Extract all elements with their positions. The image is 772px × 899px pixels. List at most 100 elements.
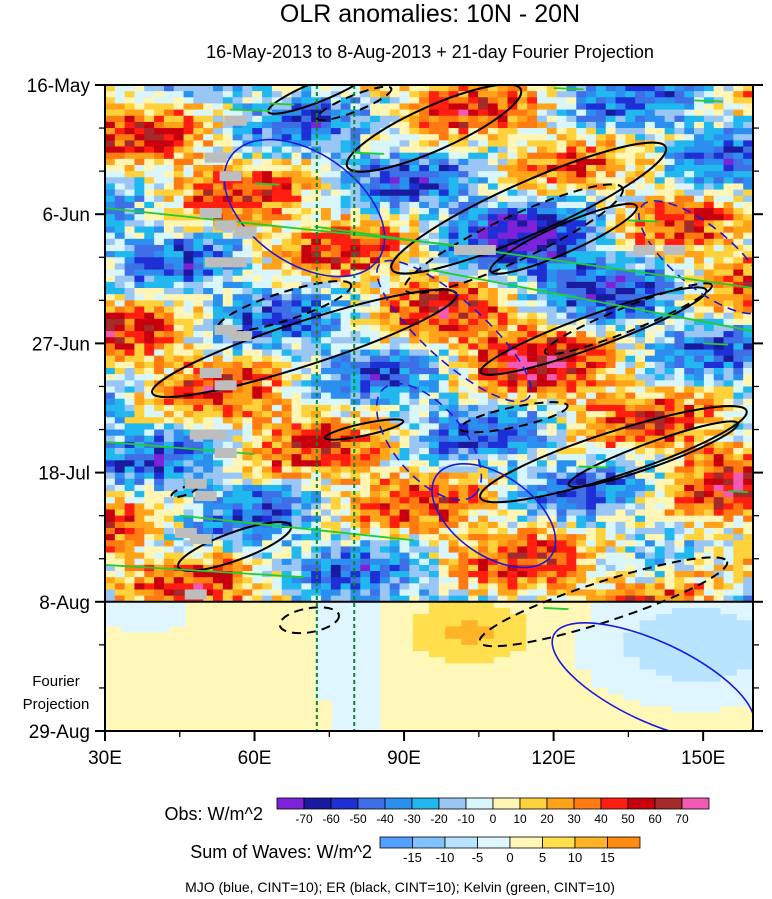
kelvin-contour <box>703 342 729 346</box>
colorbar-tick-label: 40 <box>594 812 608 826</box>
missing-patch <box>663 244 686 255</box>
colorbar-swatch <box>444 836 478 849</box>
mjo-contour <box>431 463 557 569</box>
missing-patch <box>194 491 217 502</box>
missing-patch <box>199 368 222 379</box>
colorbar-tick-label: -15 <box>403 850 422 865</box>
colorbar-tick-label: 20 <box>540 812 554 826</box>
colorbar-swatch <box>546 797 575 810</box>
mjo-contour <box>551 622 753 731</box>
waves-colorbar: -15 -10 -5 0 5 10 15 <box>379 836 641 865</box>
colorbar-tick-label: 15 <box>600 850 614 865</box>
missing-patch <box>214 220 237 231</box>
axes: 30E 60E 90E 120E 150E 16-May 6-Jun 27-Jun 18-Jul… <box>27 76 763 769</box>
mjo-contour <box>223 138 386 278</box>
x-tick-label: 30E <box>88 748 122 769</box>
er-wave-contours <box>151 85 748 648</box>
colorbar-tick-label: 50 <box>621 812 635 826</box>
colorbar-swatch <box>379 836 413 849</box>
er-contour <box>324 418 405 441</box>
mjo-wave-contours <box>223 138 753 731</box>
er-contour <box>479 286 708 376</box>
er-contour <box>216 280 353 333</box>
x-tick-label: 150E <box>681 748 725 769</box>
colorbar-swatch <box>574 836 608 849</box>
missing-patch <box>229 331 252 342</box>
kelvin-contour <box>179 514 415 542</box>
waves-colorbar-label: Sum of Waves: W/m^2 <box>190 842 372 862</box>
colorbar-tick-label: -50 <box>349 812 367 826</box>
footer-legend: MJO (blue, CINT=10); ER (black, CINT=10)… <box>185 879 615 895</box>
colorbar-swatch <box>384 797 413 810</box>
colorbar-swatch <box>492 797 521 810</box>
er-contour <box>567 420 739 488</box>
missing-patch <box>199 208 222 219</box>
colorbar-swatch <box>303 797 332 810</box>
missing-patch <box>204 257 227 268</box>
er-contour <box>543 282 713 356</box>
x-tick-label: 60E <box>238 748 272 769</box>
projection-label-line2: Projection <box>23 696 90 713</box>
y-tick-label: 29-Aug <box>29 722 90 743</box>
plot-area <box>105 85 753 731</box>
colorbar-swatch <box>681 797 710 810</box>
colorbar-tick-label: -5 <box>472 850 484 865</box>
obs-colorbar: -70 -60 -50 -40 -30 -20 -10 0 10 20 30 40 50 60 70 <box>276 797 710 826</box>
kelvin-contour <box>428 268 753 332</box>
colorbar-tick-label: -40 <box>376 812 394 826</box>
colorbar-swatch <box>654 797 683 810</box>
colorbar-tick-label: 70 <box>675 812 689 826</box>
missing-patch <box>224 115 247 126</box>
er-contour <box>345 85 523 173</box>
chart-title: OLR anomalies: 10N - 20N <box>280 0 580 28</box>
missing-patch <box>204 152 227 163</box>
reference-longitude-lines <box>315 85 356 731</box>
kelvin-contour <box>693 99 724 103</box>
colorbar-swatch <box>438 797 467 810</box>
er-contour <box>267 85 372 115</box>
er-contour <box>479 405 748 504</box>
missing-data-patches <box>174 115 686 600</box>
colorbar-tick-label: 10 <box>568 850 582 865</box>
colorbar-tick-label: -10 <box>457 812 475 826</box>
colorbar-tick-label: -70 <box>295 812 313 826</box>
y-tick-label: 8-Aug <box>39 593 90 614</box>
colorbar-tick-label: -20 <box>430 812 448 826</box>
missing-patch <box>453 244 476 255</box>
y-tick-label: 6-Jun <box>42 205 90 226</box>
colorbar-tick-label: -60 <box>322 812 340 826</box>
colorbar-tick-label: -30 <box>403 812 421 826</box>
missing-patch <box>473 244 496 255</box>
kelvin-contour <box>254 182 280 186</box>
colorbar-swatch <box>477 836 511 849</box>
colorbar-swatch <box>411 797 440 810</box>
x-tick-label: 90E <box>387 748 421 769</box>
chart-subtitle: 16-May-2013 to 8-Aug-2013 + 21-day Fouri… <box>206 42 654 62</box>
missing-patch <box>214 447 237 458</box>
kelvin-contour <box>578 465 609 469</box>
er-contour <box>489 202 638 275</box>
kelvin-contour <box>553 87 584 91</box>
kelvin-contour <box>728 490 749 494</box>
colorbar-swatch <box>357 797 386 810</box>
er-contour <box>316 85 393 122</box>
missing-patch <box>189 534 212 545</box>
colorbar-swatch <box>542 836 576 849</box>
missing-patch <box>184 478 207 489</box>
missing-patch <box>224 257 247 268</box>
mjo-contour <box>638 200 753 315</box>
kelvin-contour <box>314 225 753 289</box>
colorbar-swatch <box>509 836 543 849</box>
kelvin-contour <box>105 563 305 579</box>
colorbar-tick-label: 30 <box>567 812 581 826</box>
y-tick-label: 27-Jun <box>32 334 90 355</box>
x-tick-label: 120E <box>531 748 575 769</box>
colorbar-tick-label: 5 <box>539 850 546 865</box>
er-contour <box>390 141 668 275</box>
colorbar-swatch <box>465 797 494 810</box>
missing-patch <box>184 589 207 600</box>
colorbar-swatch <box>627 797 656 810</box>
colorbar-swatch <box>573 797 602 810</box>
colorbar-tick-label: 10 <box>513 812 527 826</box>
missing-patch <box>214 380 237 391</box>
